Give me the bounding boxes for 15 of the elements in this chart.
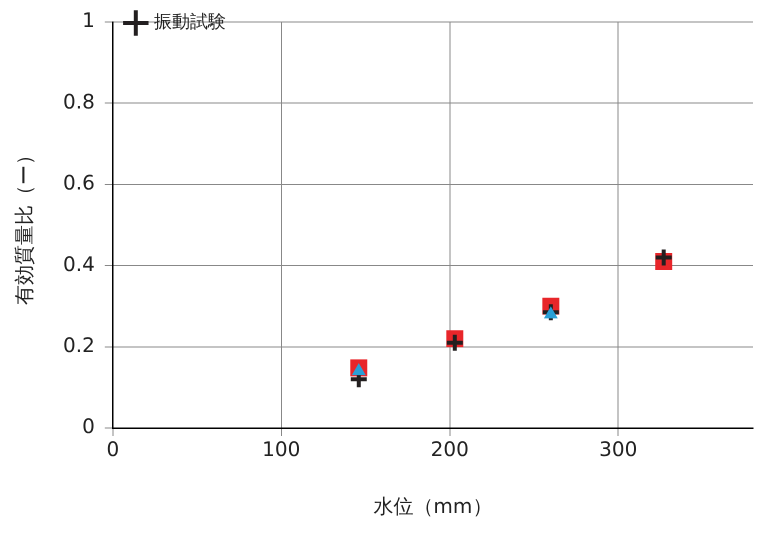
x-tick-label: 300 (599, 437, 638, 462)
y-tick-label: 0.4 (62, 252, 95, 276)
legend-label: 振動試験 (154, 12, 226, 33)
x-tick-label: 200 (430, 437, 469, 462)
y-tick-label: 0.8 (62, 89, 95, 114)
x-axis-title: 水位（mm） (373, 494, 492, 518)
y-axis-title: 有効質量比（ー） (12, 145, 36, 305)
y-tick-label: 1 (82, 8, 95, 32)
point (540, 302, 561, 322)
y-tick-label: 0.2 (62, 333, 95, 358)
x-tick-label: 0 (106, 437, 120, 462)
point (444, 332, 465, 353)
y-tick-label: 0.6 (62, 170, 95, 195)
y-tick-label: 0 (82, 414, 95, 438)
x-tick-label: 100 (262, 437, 300, 462)
